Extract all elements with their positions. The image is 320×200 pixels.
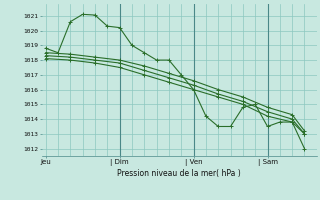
X-axis label: Pression niveau de la mer( hPa ): Pression niveau de la mer( hPa ) <box>117 169 241 178</box>
